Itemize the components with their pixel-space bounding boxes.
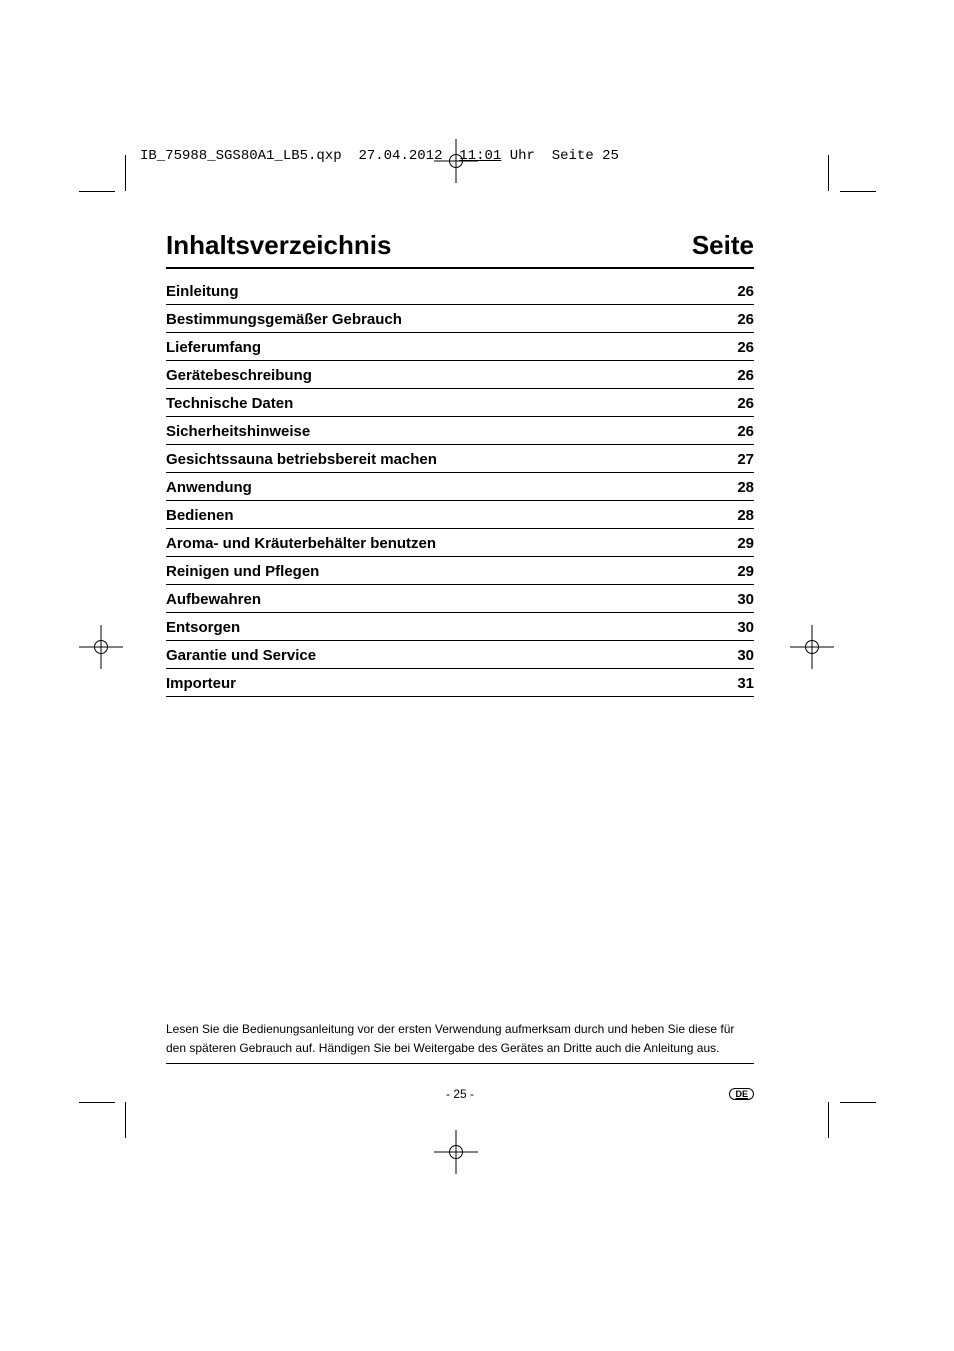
toc-row: Entsorgen 30	[166, 613, 754, 641]
toc-entry-heading: Reinigen und Pflegen	[166, 563, 319, 580]
print-filename: IB_75988_SGS80A1_LB5.qxp	[140, 148, 342, 164]
toc-entry-page: 30	[737, 619, 754, 636]
toc-entry-heading: Anwendung	[166, 479, 252, 496]
toc-row: Gesichtssauna betriebsbereit machen 27	[166, 445, 754, 473]
crop-mark	[840, 191, 876, 192]
toc-entry-page: 29	[737, 535, 754, 552]
crop-mark	[125, 1102, 126, 1138]
toc-row: Bestimmungsgemäßer Gebrauch 26	[166, 305, 754, 333]
toc-entry-page: 30	[737, 591, 754, 608]
toc-row: Anwendung 28	[166, 473, 754, 501]
toc-entry-heading: Sicherheitshinweise	[166, 423, 310, 440]
print-proof-header: IB_75988_SGS80A1_LB5.qxp 27.04.2012 11:0…	[140, 148, 619, 164]
toc-entry-heading: Importeur	[166, 675, 236, 692]
disclaimer-text: Lesen Sie die Bedienungsanleitung vor de…	[166, 1020, 754, 1064]
toc-row: Gerätebeschreibung 26	[166, 361, 754, 389]
toc-entry-heading: Bedienen	[166, 507, 234, 524]
crop-mark	[79, 1102, 115, 1103]
toc-entry-page: 26	[737, 283, 754, 300]
toc-row: Bedienen 28	[166, 501, 754, 529]
print-page-info: Seite 25	[552, 148, 619, 164]
toc-entry-page: 28	[737, 507, 754, 524]
toc-title: Inhaltsverzeichnis	[166, 230, 391, 261]
toc-heading-row: Inhaltsverzeichnis Seite	[166, 230, 754, 269]
toc-row: Reinigen und Pflegen 29	[166, 557, 754, 585]
page-content: Inhaltsverzeichnis Seite Einleitung26Bes…	[166, 230, 754, 697]
toc-row: Aufbewahren 30	[166, 585, 754, 613]
toc-entry-page: 27	[737, 451, 754, 468]
toc-entry-page: 26	[737, 339, 754, 356]
toc-entry-page: 26	[737, 367, 754, 384]
toc-row: Importeur 31	[166, 669, 754, 697]
toc-entry-heading: Garantie und Service	[166, 647, 316, 664]
page-number: - 25 -	[446, 1087, 474, 1101]
toc-row: Garantie und Service 30	[166, 641, 754, 669]
toc-row: Lieferumfang 26	[166, 333, 754, 361]
toc-list: Einleitung 26 Bestimmungsgemäßer Gebrauch 2…	[166, 277, 754, 697]
toc-row: Einleitung 26	[166, 277, 754, 305]
toc-entry-heading: Aroma- und Kräuterbehälter benutzen	[166, 535, 436, 552]
toc-page-title: Seite	[692, 230, 754, 261]
toc-entry-heading: Gerätebeschreibung	[166, 367, 312, 384]
crop-mark	[828, 155, 829, 191]
toc-entry-page: 26	[737, 311, 754, 328]
print-time: 11:01	[459, 148, 501, 164]
toc-entry-heading: Entsorgen	[166, 619, 240, 636]
toc-row: Technische Daten 26	[166, 389, 754, 417]
toc-entry-page: 28	[737, 479, 754, 496]
print-time-suffix: Uhr	[501, 148, 535, 164]
crop-mark	[840, 1102, 876, 1103]
crop-mark	[79, 191, 115, 192]
toc-entry-heading: Bestimmungsgemäßer Gebrauch	[166, 311, 402, 328]
crop-mark	[125, 155, 126, 191]
toc-entry-page: 26	[737, 395, 754, 412]
toc-row: Sicherheitshinweise 26	[166, 417, 754, 445]
toc-entry-heading: Aufbewahren	[166, 591, 261, 608]
toc-entry-heading: Technische Daten	[166, 395, 293, 412]
toc-entry-heading: Lieferumfang	[166, 339, 261, 356]
toc-entry-page: 29	[737, 563, 754, 580]
language-badge: DE	[729, 1088, 754, 1101]
crop-mark	[828, 1102, 829, 1138]
toc-entry-heading: Gesichtssauna betriebsbereit machen	[166, 451, 437, 468]
toc-entry-heading: Einleitung	[166, 283, 239, 300]
toc-entry-page: 26	[737, 423, 754, 440]
toc-row: Aroma- und Kräuterbehälter benutzen 29	[166, 529, 754, 557]
toc-entry-page: 30	[737, 647, 754, 664]
print-date: 27.04.2012	[358, 148, 442, 164]
toc-entry-page: 31	[737, 675, 754, 692]
